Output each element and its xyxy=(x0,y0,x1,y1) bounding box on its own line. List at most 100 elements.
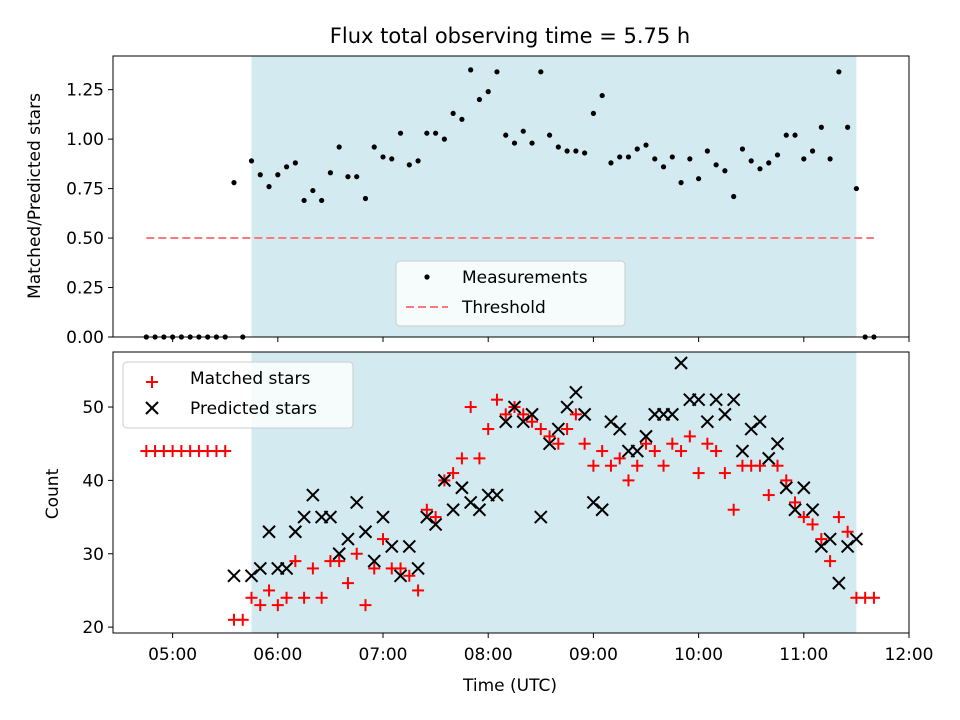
bottom-x-tick-label: 06:00 xyxy=(253,645,302,665)
matched-star-marker xyxy=(447,467,460,480)
predicted-star-marker xyxy=(700,414,715,429)
matched-star-marker xyxy=(727,503,740,516)
measurement-point xyxy=(643,142,649,148)
matched-star-marker xyxy=(762,489,775,502)
matched-star-marker xyxy=(771,459,784,472)
measurement-point xyxy=(669,154,675,160)
predicted-star-marker xyxy=(516,414,530,429)
matched-star-marker xyxy=(306,562,319,575)
matched-star-marker xyxy=(368,562,381,575)
predicted-star-marker xyxy=(490,488,504,502)
measurement-point xyxy=(739,146,746,152)
predicted-star-marker xyxy=(762,451,776,466)
measurement-point xyxy=(713,162,719,168)
matched-star-marker xyxy=(596,445,609,458)
legend-label-matched: Matched stars xyxy=(190,369,310,389)
matched-star-marker xyxy=(640,437,653,450)
matched-star-marker xyxy=(263,584,276,597)
measurement-point xyxy=(678,180,684,186)
matched-star-marker xyxy=(648,445,661,458)
measurement-point xyxy=(231,180,237,186)
measurement-point xyxy=(783,132,789,138)
predicted-star-marker xyxy=(726,392,741,407)
matched-star-marker xyxy=(692,467,705,480)
predicted-star-marker xyxy=(367,554,381,568)
matched-star-marker xyxy=(350,547,363,560)
measurement-point xyxy=(476,96,483,103)
matched-star-marker xyxy=(254,599,267,612)
matched-star-marker xyxy=(280,591,293,604)
measurement-point xyxy=(774,152,781,158)
matched-star-marker xyxy=(789,496,802,509)
bottom-x-tick-label: 10:00 xyxy=(674,645,723,665)
matched-star-marker xyxy=(289,555,302,568)
top-x-ticks xyxy=(172,337,910,342)
measurement-point xyxy=(248,158,255,164)
matched-star-marker xyxy=(341,577,354,590)
predicted-star-marker xyxy=(507,400,522,414)
predicted-star-marker xyxy=(779,481,793,495)
predicted-star-marker xyxy=(525,407,539,422)
measurement-point xyxy=(827,156,833,162)
measurement-point xyxy=(809,148,816,154)
predicted-star-marker xyxy=(560,400,574,414)
bottom-y-tick-label: 40 xyxy=(82,471,104,491)
bottom-x-tick-label: 07:00 xyxy=(359,645,408,665)
top-legend: Measurements Threshold xyxy=(395,260,626,327)
matched-star-marker xyxy=(604,459,617,472)
predicted-star-marker xyxy=(805,503,820,517)
measurement-point xyxy=(836,69,842,75)
matched-star-marker xyxy=(552,437,565,450)
matched-star-marker xyxy=(271,599,284,612)
legend-marker-measurements xyxy=(424,274,430,280)
bottom-panel: 20 30 40 50 05:00 06:00 07:00 08:00 09:00 10:00 1… xyxy=(43,351,934,696)
measurement-point xyxy=(520,128,526,134)
matched-star-marker xyxy=(710,445,723,458)
chart-title: Flux total observing time = 5.75 h xyxy=(330,24,690,48)
matched-star-marker xyxy=(429,511,442,524)
legend-label-predicted: Predicted stars xyxy=(190,399,317,419)
predicted-star-marker xyxy=(393,569,408,583)
predicted-star-marker xyxy=(227,569,241,583)
matched-star-marker xyxy=(806,518,819,531)
predicted-star-marker xyxy=(551,422,566,436)
bottom-x-ticks: 05:00 06:00 07:00 08:00 09:00 10:00 11:00 12:00 xyxy=(148,633,934,665)
matched-star-marker xyxy=(219,445,232,458)
predicted-star-marker xyxy=(814,539,829,554)
bottom-y-axis-label: Count xyxy=(43,468,63,519)
matched-star-marker xyxy=(473,452,486,465)
predicted-star-marker xyxy=(437,473,452,488)
matched-star-marker xyxy=(455,452,468,465)
bottom-x-tick-label: 11:00 xyxy=(779,645,828,665)
predicted-star-marker xyxy=(463,495,478,510)
predicted-star-marker xyxy=(797,481,811,495)
predicted-star-marker xyxy=(385,539,399,554)
matched-star-marker xyxy=(377,533,390,546)
measurement-point xyxy=(424,130,430,136)
predicted-star-marker xyxy=(323,510,338,524)
bottom-legend: Matched stars Predicted stars xyxy=(122,361,354,429)
measurement-point xyxy=(433,130,439,136)
measurement-point xyxy=(441,136,447,142)
predicted-star-marker xyxy=(612,422,627,436)
matched-star-marker xyxy=(403,569,416,582)
predicted-star-marker xyxy=(604,414,618,429)
measurement-point xyxy=(748,158,754,164)
top-y-tick-label: 0.25 xyxy=(66,279,104,299)
matched-star-marker xyxy=(841,525,854,538)
measurement-point xyxy=(573,148,579,154)
top-axes-frame xyxy=(112,55,910,338)
measurement-point xyxy=(371,144,377,150)
measurement-point xyxy=(853,185,860,192)
predicted-star-marker xyxy=(306,488,320,502)
legend-marker-predicted xyxy=(145,401,159,415)
predicted-stars-points xyxy=(227,356,864,590)
predicted-star-marker xyxy=(244,569,259,583)
predicted-star-marker xyxy=(402,539,417,554)
measurement-point xyxy=(617,154,623,160)
measurement-point xyxy=(511,140,518,146)
measurement-point xyxy=(696,176,702,182)
measurement-point xyxy=(555,144,561,150)
matched-star-marker xyxy=(236,613,249,626)
predicted-star-marker xyxy=(744,422,758,436)
